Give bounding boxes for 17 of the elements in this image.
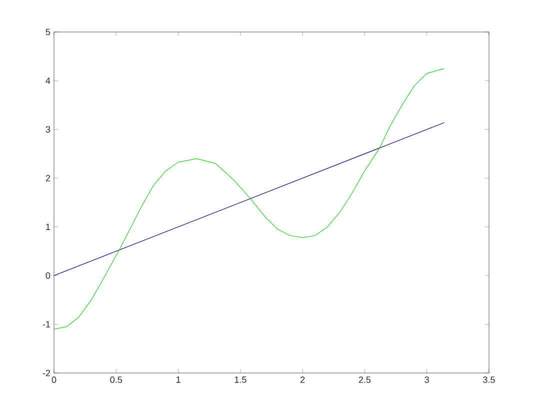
x-tick-label: 2 <box>300 376 305 383</box>
y-tick-label: 2 <box>46 174 50 182</box>
y-tick-label: 1 <box>46 224 50 230</box>
y-tick-label: -1 <box>42 321 50 328</box>
line-series <box>54 68 445 330</box>
y-tick-label: 0 <box>46 272 50 279</box>
x-tick-label: 0 <box>52 376 56 383</box>
x-tick-label: 2.5 <box>358 376 371 383</box>
x-tick-label: 1 <box>176 376 180 383</box>
y-tick-label: 5 <box>46 28 50 36</box>
y-tick-label: -2 <box>42 370 50 376</box>
x-tick-label: 1.5 <box>234 376 246 383</box>
x-tick-label: 0.5 <box>110 376 122 383</box>
x-tick-label: 3.5 <box>483 376 495 383</box>
y-tick-label: 3 <box>46 126 50 133</box>
x-tick-label: 3 <box>424 376 429 383</box>
y-tick-label: 4 <box>46 78 50 84</box>
